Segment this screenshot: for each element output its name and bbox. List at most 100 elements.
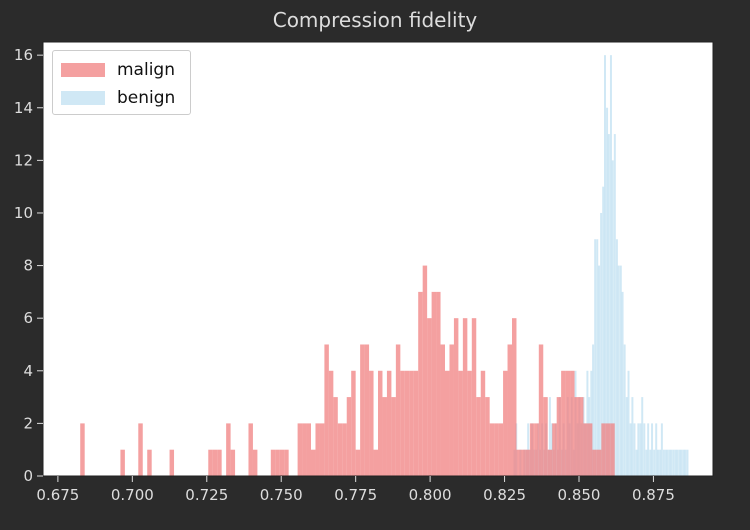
x-tick-label: 0.850 xyxy=(558,486,601,504)
malign-bar xyxy=(440,344,445,476)
malign-bar xyxy=(485,397,490,476)
benign-bar xyxy=(668,449,671,476)
malign-bar xyxy=(462,318,468,476)
malign-bar xyxy=(561,370,566,476)
benign-bar xyxy=(666,449,669,476)
malign-bar xyxy=(80,423,85,476)
malign-bar xyxy=(208,449,213,476)
benign-bar xyxy=(606,107,609,476)
malign-bar xyxy=(494,423,499,476)
malign-bar xyxy=(480,370,486,476)
malign-bar xyxy=(543,397,548,476)
malign-bar xyxy=(436,291,441,476)
malign-bar xyxy=(556,397,562,476)
y-tick-label: 6 xyxy=(23,309,33,327)
benign-bar xyxy=(686,449,689,476)
legend-swatch-benign xyxy=(61,91,105,105)
benign-bar xyxy=(665,449,668,476)
benign-bar xyxy=(645,449,648,476)
benign-bar xyxy=(600,212,603,476)
malign-bar xyxy=(324,344,329,476)
benign-bar xyxy=(551,423,553,476)
x-tick-label: 0.825 xyxy=(483,486,526,504)
benign-bar xyxy=(607,134,610,476)
legend-swatch-malign xyxy=(61,63,105,77)
malign-bars xyxy=(80,265,615,476)
malign-bar xyxy=(306,423,311,476)
malign-bar xyxy=(529,423,535,476)
malign-bar xyxy=(570,370,575,476)
malign-bar xyxy=(138,423,143,476)
x-tick-label: 0.700 xyxy=(111,486,154,504)
malign-bar xyxy=(217,449,222,476)
benign-bar xyxy=(617,265,620,476)
malign-bar xyxy=(311,449,316,476)
x-tick-label: 0.875 xyxy=(632,486,675,504)
benign-bar xyxy=(613,134,616,476)
malign-bar xyxy=(364,344,370,476)
malign-bar xyxy=(605,423,611,476)
malign-bar xyxy=(601,423,606,476)
malign-bar xyxy=(418,291,423,476)
benign-bar xyxy=(596,239,599,476)
benign-bar xyxy=(615,239,618,476)
benign-bar xyxy=(684,449,687,476)
malign-bar xyxy=(315,423,320,476)
malign-bar xyxy=(538,344,544,476)
malign-bar xyxy=(574,397,579,476)
malign-bar xyxy=(534,423,539,476)
y-tick-label: 4 xyxy=(23,362,33,380)
malign-bar xyxy=(413,370,419,476)
benign-bar xyxy=(602,186,605,477)
malign-bar xyxy=(319,423,325,476)
benign-bar xyxy=(629,423,632,476)
benign-bar xyxy=(637,423,640,476)
malign-bar xyxy=(587,423,593,476)
benign-bar xyxy=(598,265,601,476)
malign-bar xyxy=(520,449,526,476)
benign-bar xyxy=(655,423,658,476)
y-tick-label: 10 xyxy=(14,204,33,222)
malign-bar xyxy=(409,370,414,476)
benign-bar xyxy=(682,449,685,476)
malign-bar xyxy=(284,449,289,476)
malign-bar xyxy=(445,370,450,476)
malign-bar xyxy=(512,318,517,476)
malign-bar xyxy=(547,449,553,476)
benign-bar xyxy=(619,265,622,476)
malign-bar xyxy=(525,449,530,476)
malign-bar xyxy=(386,370,392,476)
malign-bar xyxy=(346,397,352,476)
malign-bar xyxy=(337,423,343,476)
malign-bar xyxy=(507,344,512,476)
benign-bar xyxy=(660,423,663,476)
malign-bar xyxy=(422,265,428,476)
malign-bar xyxy=(369,370,374,476)
benign-bar xyxy=(674,449,677,476)
malign-bar xyxy=(498,423,504,476)
x-axis: 0.675 0.700 0.725 0.750 0.775 0.800 0.825 0.850… xyxy=(36,476,675,504)
legend-item-malign: malign xyxy=(61,59,175,81)
x-tick-label: 0.750 xyxy=(260,486,303,504)
x-tick-label: 0.725 xyxy=(185,486,228,504)
benign-bar xyxy=(659,449,662,476)
plot-frame xyxy=(42,41,714,477)
malign-bar xyxy=(489,423,495,476)
benign-bar xyxy=(623,344,626,476)
benign-bar xyxy=(649,449,652,476)
malign-bar xyxy=(552,423,557,476)
benign-bar xyxy=(609,55,612,477)
malign-bar xyxy=(467,370,472,476)
malign-bar xyxy=(333,397,338,476)
benign-bar xyxy=(548,397,551,476)
malign-bar xyxy=(565,370,571,476)
malign-bar xyxy=(378,370,383,476)
malign-bar xyxy=(579,397,584,476)
malign-bar xyxy=(458,370,463,476)
y-tick-label: 2 xyxy=(23,414,33,432)
legend-label-malign: malign xyxy=(117,60,175,80)
malign-bar xyxy=(355,449,361,476)
x-tick-label: 0.775 xyxy=(334,486,377,504)
benign-bar xyxy=(653,449,656,476)
benign-bar xyxy=(594,239,597,476)
